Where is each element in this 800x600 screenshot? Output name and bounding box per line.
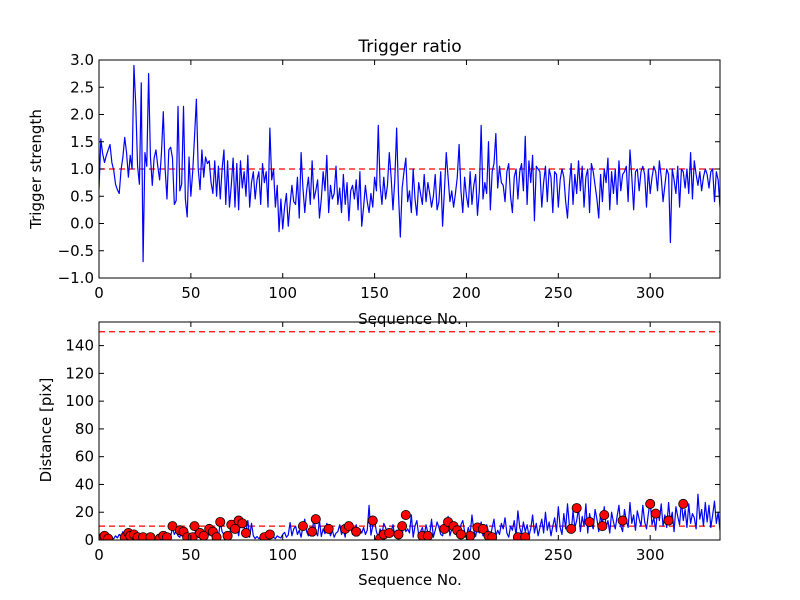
distance-marker-point <box>477 523 488 534</box>
trigger-ratio-series-line <box>99 64 720 263</box>
distance-marker-point <box>367 515 378 526</box>
trigger-ratio-x-axis-label: Sequence No. <box>358 310 462 328</box>
distance-marker-point <box>237 518 248 529</box>
distance-plot-area: 0 50 100 150 200 250 300 0 20 40 60 80 100 120 140 <box>65 321 721 564</box>
distance-marker-point <box>307 526 318 537</box>
trigger-ratio-y-tick-label: 0.0 <box>70 215 94 233</box>
trigger-ratio-x-tick-label: 50 <box>181 284 200 302</box>
distance-data-layer <box>99 331 720 540</box>
distance-marker-point <box>103 533 114 540</box>
distance-y-tick-label: 100 <box>65 392 94 410</box>
trigger-ratio-y-tick-label: −0.5 <box>58 242 94 260</box>
distance-x-tick-label: 150 <box>360 546 389 564</box>
trigger-ratio-panel: Trigger ratio 0 50 100 150 200 250 300 −1.0 −0.5… <box>27 37 721 328</box>
distance-marker-point <box>384 528 395 539</box>
distance-marker-point <box>211 532 222 540</box>
distance-y-tick-label: 60 <box>75 448 94 466</box>
distance-marker-point <box>215 516 226 527</box>
distance-marker-point <box>650 508 661 519</box>
trigger-ratio-plot-area: 0 50 100 150 200 250 300 −1.0 −0.5 0.0 0.5 1.0 1.5 2.… <box>58 51 721 302</box>
distance-y-tick-label: 20 <box>75 503 94 521</box>
distance-marker-point <box>487 532 498 540</box>
trigger-ratio-x-tick-label: 200 <box>452 284 481 302</box>
distance-x-tick-label: 250 <box>544 546 573 564</box>
distance-x-tick-label: 0 <box>94 546 104 564</box>
distance-marker-point <box>351 526 362 537</box>
trigger-ratio-y-tick-label: 1.0 <box>70 160 94 178</box>
distance-marker-point <box>584 516 595 527</box>
distance-marker-point <box>571 503 582 514</box>
distance-marker-point <box>323 523 334 534</box>
distance-marker-point <box>566 523 577 534</box>
distance-marker-point <box>189 521 200 532</box>
distance-y-tick-label: 140 <box>65 337 94 355</box>
trigger-ratio-x-tick-label: 0 <box>94 284 104 302</box>
distance-marker-point <box>678 498 689 509</box>
distance-marker-point <box>310 514 321 525</box>
distance-marker-point <box>222 530 233 540</box>
distance-marker-point <box>455 529 466 540</box>
distance-marker-point <box>422 530 433 540</box>
distance-marker-point <box>393 529 404 540</box>
trigger-ratio-y-axis-label: Trigger strength <box>27 109 45 230</box>
distance-x-tick-label: 300 <box>636 546 665 564</box>
trigger-ratio-y-tick-label: 3.0 <box>70 51 94 69</box>
trigger-ratio-x-tick-label: 150 <box>360 284 389 302</box>
trigger-ratio-y-tick-label: 2.0 <box>70 106 94 124</box>
distance-x-tick-label: 50 <box>181 546 200 564</box>
trigger-ratio-x-tick-label: 100 <box>268 284 297 302</box>
distance-y-axis-label: Distance [pix] <box>37 378 55 483</box>
trigger-ratio-y-tick-label: −1.0 <box>58 269 94 287</box>
distance-panel: 0 50 100 150 200 250 300 0 20 40 60 80 100 120 140 Seq… <box>37 321 721 589</box>
distance-marker-point <box>520 532 531 540</box>
distance-marker-point <box>617 515 628 526</box>
distance-y-tick-label: 120 <box>65 364 94 382</box>
trigger-ratio-data-layer <box>99 64 720 263</box>
trigger-ratio-x-tick-label: 300 <box>636 284 665 302</box>
distance-marker-point <box>663 515 674 526</box>
distance-y-tick-label: 40 <box>75 475 94 493</box>
distance-y-tick-label: 80 <box>75 420 94 438</box>
trigger-ratio-y-tick-label: 1.5 <box>70 133 94 151</box>
distance-marker-point <box>264 529 275 540</box>
trigger-ratio-y-tick-label: 2.5 <box>70 78 94 96</box>
distance-x-axis-label: Sequence No. <box>358 571 462 589</box>
trigger-ratio-title: Trigger ratio <box>357 37 461 57</box>
distance-marker-point <box>343 521 354 532</box>
distance-marker-point <box>161 532 172 540</box>
distance-marker-point <box>465 530 476 540</box>
trigger-ratio-y-tick-label: 0.5 <box>70 187 94 205</box>
trigger-ratio-x-tick-label: 250 <box>544 284 573 302</box>
distance-marker-point <box>400 510 411 521</box>
distance-marker-point <box>397 521 408 532</box>
distance-axes-frame <box>98 321 721 541</box>
distance-marker-point <box>645 498 656 509</box>
distance-marker-point <box>240 528 251 539</box>
distance-marker-point <box>198 530 209 540</box>
distance-x-tick-label: 100 <box>268 546 297 564</box>
distance-marker-point <box>599 510 610 521</box>
distance-x-tick-label: 200 <box>452 546 481 564</box>
distance-marker-point <box>229 523 240 534</box>
distance-y-tick-label: 0 <box>84 531 94 549</box>
distance-marker-point <box>297 521 308 532</box>
distance-marker-point <box>597 521 608 532</box>
